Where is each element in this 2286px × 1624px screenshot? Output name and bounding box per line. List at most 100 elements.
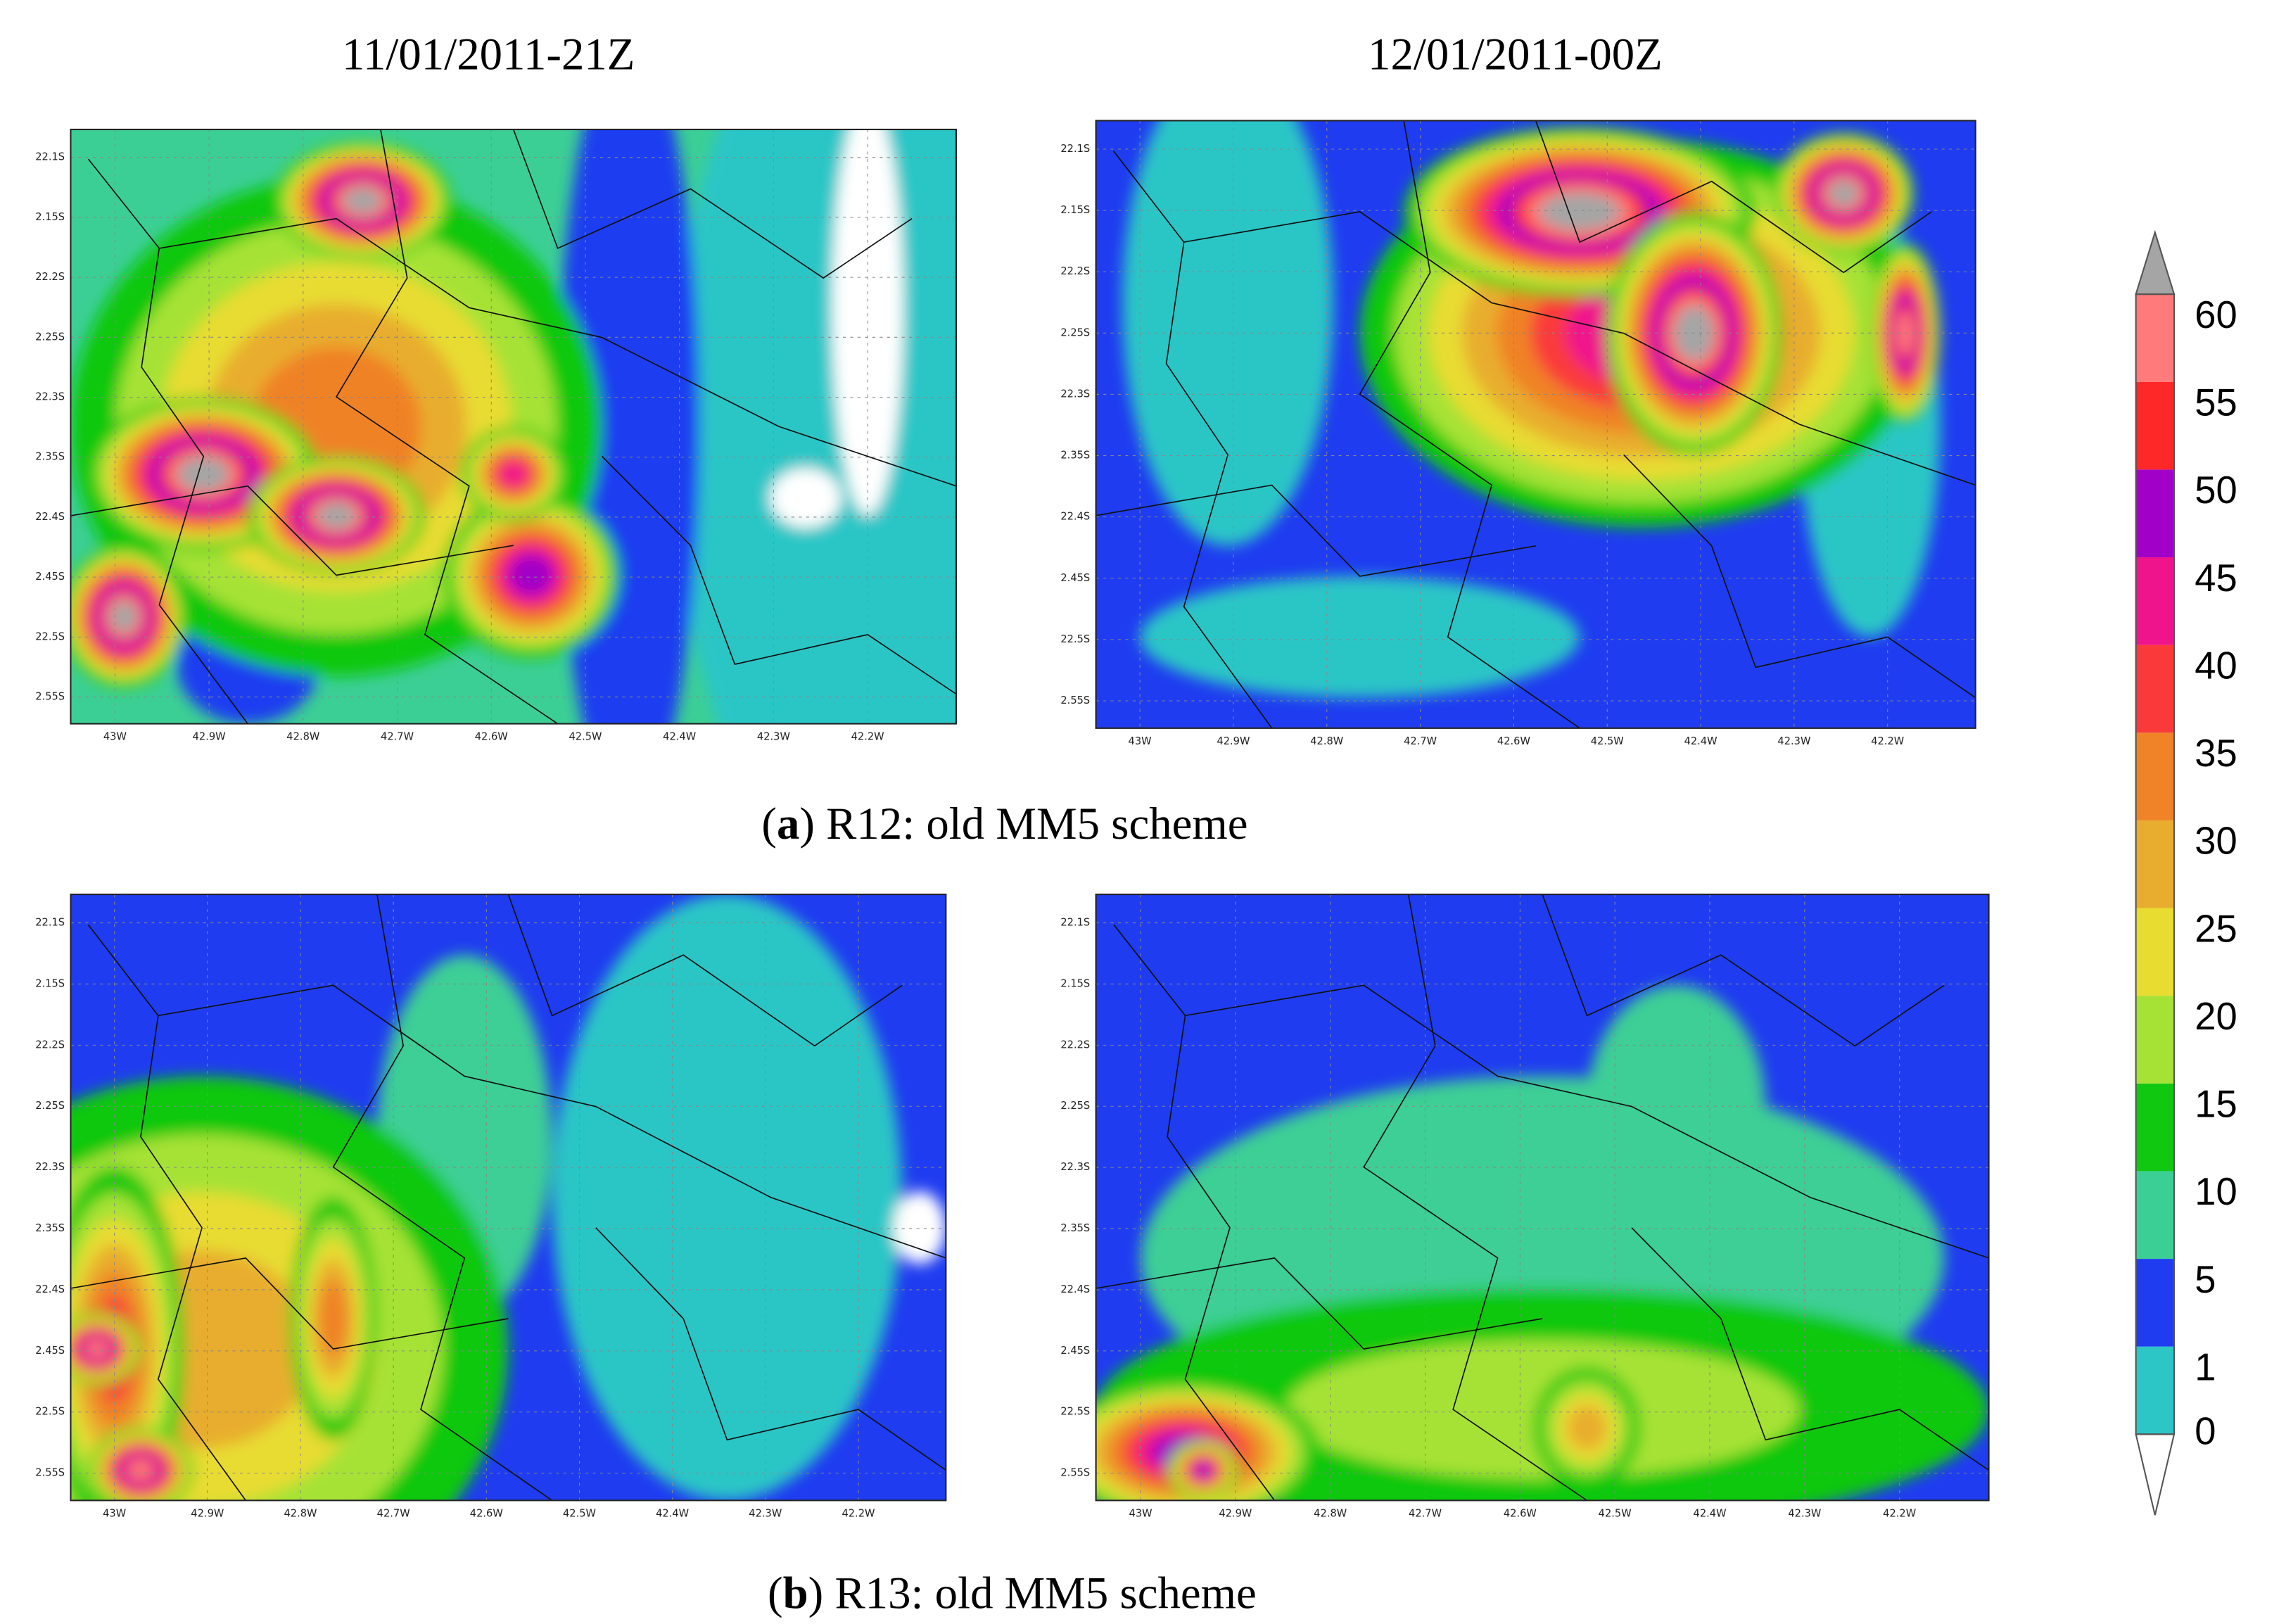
boundary bbox=[87, 158, 248, 724]
contour-region bbox=[1567, 1405, 1607, 1450]
boundary bbox=[1113, 924, 1276, 1501]
lon-tick-label: 42.5W bbox=[563, 1507, 596, 1519]
contour-region bbox=[177, 456, 230, 492]
boundary bbox=[1096, 484, 1536, 577]
lon-tick-label: 42.9W bbox=[193, 731, 226, 743]
lat-tick-label: 22.3S bbox=[1060, 388, 1090, 400]
boundary bbox=[595, 1227, 946, 1471]
caption-part: ) R12: old MM5 scheme bbox=[799, 799, 1247, 849]
lat-tick-label: 2.35S bbox=[1060, 1222, 1090, 1234]
boundary bbox=[507, 894, 903, 1047]
colorbar-label: 15 bbox=[2195, 1083, 2237, 1126]
lat-tick-label: 22.1S bbox=[35, 151, 65, 163]
colorbar-band bbox=[2135, 1346, 2174, 1435]
colorbar-label: 0 bbox=[2195, 1410, 2216, 1453]
field bbox=[70, 129, 956, 724]
lat-tick-label: 22.5S bbox=[1060, 1406, 1090, 1418]
boundary bbox=[1363, 894, 1588, 1501]
colorbar-label: 45 bbox=[2195, 557, 2237, 600]
boundary bbox=[601, 455, 956, 695]
lat-tick-label: 22.2S bbox=[35, 271, 65, 283]
colorbar-band bbox=[2135, 996, 2174, 1084]
map-panel: 22.1S 2.15S 22.2S 2.25S 22.3S 2.35S 22.4S 2.45S… bbox=[1060, 894, 1990, 1519]
lat-tick-label: 22.3S bbox=[1060, 1161, 1090, 1173]
contour-region bbox=[128, 1460, 153, 1480]
lon-tick-label: 43W bbox=[103, 1507, 126, 1519]
lon-tick-label: 42.4W bbox=[1684, 735, 1717, 747]
map-panel: 22.1S 2.15S 22.2S 2.25S 22.3S 2.35S 22.4S 2.45S… bbox=[1060, 120, 1976, 747]
lon-tick-label: 42.3W bbox=[1777, 735, 1810, 747]
panel-frame bbox=[70, 128, 958, 725]
colorbar-band bbox=[2135, 908, 2174, 996]
colorbar-label: 50 bbox=[2195, 469, 2237, 512]
lat-tick-label: 22.4S bbox=[1060, 511, 1090, 523]
colorbar-label: 20 bbox=[2195, 995, 2237, 1038]
contour-region bbox=[770, 468, 842, 528]
lat-tick-label: 2.25S bbox=[35, 1100, 65, 1112]
boundary bbox=[1096, 1257, 1543, 1350]
contour-region bbox=[109, 600, 139, 633]
lon-tick-label: 42.3W bbox=[749, 1507, 782, 1519]
boundary bbox=[1359, 120, 1580, 728]
lon-tick-label: 42.4W bbox=[656, 1507, 689, 1519]
lon-tick-label: 42.3W bbox=[757, 731, 790, 743]
lon-tick-label: 42.8W bbox=[1310, 735, 1343, 747]
colorbar-frame bbox=[2135, 293, 2176, 1435]
colorbar-over bbox=[2135, 229, 2176, 296]
lat-tick-label: 22.3S bbox=[35, 1161, 65, 1173]
caption-part: b bbox=[783, 1568, 808, 1618]
lat-tick-label: 2.15S bbox=[1060, 204, 1090, 216]
contour-region bbox=[1587, 985, 1766, 1228]
colorbar-band bbox=[2135, 732, 2174, 820]
lon-tick-label: 42.7W bbox=[1409, 1507, 1442, 1519]
caption-part: a bbox=[777, 799, 799, 849]
boundary bbox=[87, 924, 246, 1501]
lon-tick-label: 42.2W bbox=[1871, 735, 1904, 747]
lon-tick-label: 42.5W bbox=[1591, 735, 1624, 747]
contours bbox=[70, 129, 956, 724]
colorbar-band bbox=[2135, 1259, 2174, 1347]
lat-tick-label: 2.25S bbox=[1060, 1100, 1090, 1112]
colorbar-band bbox=[2135, 820, 2174, 908]
lon-tick-label: 42.2W bbox=[842, 1507, 875, 1519]
field bbox=[70, 894, 946, 1501]
boundary bbox=[1183, 211, 1976, 486]
lat-tick-label: 22.5S bbox=[1060, 633, 1090, 645]
lat-tick-label: 22.3S bbox=[35, 391, 65, 403]
colorbar-band bbox=[2135, 469, 2174, 558]
lon-tick-label: 43W bbox=[1129, 735, 1152, 747]
colorbar-label: 40 bbox=[2195, 644, 2237, 687]
lat-tick-label: 22.5S bbox=[35, 630, 65, 642]
lon-tick-label: 42.7W bbox=[381, 731, 414, 743]
lat-tick-label: 2.35S bbox=[35, 1222, 65, 1234]
contour-region bbox=[343, 187, 383, 215]
contour-region bbox=[316, 502, 357, 530]
map-panel: 22.1S 2.15S 22.2S 2.25S 22.3S 2.35S 22.4S 2.45S… bbox=[35, 128, 958, 743]
lon-tick-label: 42.6W bbox=[470, 1507, 503, 1519]
boundary bbox=[1112, 151, 1273, 728]
lon-tick-label: 42.9W bbox=[1217, 735, 1250, 747]
contour-region bbox=[87, 1340, 108, 1358]
lat-tick-label: 2.35S bbox=[35, 451, 65, 463]
contour-region bbox=[499, 461, 528, 488]
colorbar-label: 1 bbox=[2195, 1345, 2216, 1388]
lat-tick-label: 22.2S bbox=[35, 1039, 65, 1051]
boundary bbox=[158, 984, 946, 1259]
panel-frame bbox=[70, 894, 947, 1502]
map-panel: 22.1S 2.15S 22.2S 2.25S 22.3S 2.35S 22.4S 2.45S… bbox=[35, 894, 947, 1519]
field bbox=[1096, 894, 1989, 1501]
lon-tick-label: 42.6W bbox=[1504, 1507, 1537, 1519]
lat-tick-label: 2.35S bbox=[1060, 450, 1090, 462]
lon-tick-label: 42.5W bbox=[569, 731, 602, 743]
lat-tick-label: 2.45S bbox=[35, 1345, 65, 1357]
lon-tick-label: 42.4W bbox=[1694, 1507, 1727, 1519]
lat-tick-label: 2.55S bbox=[1060, 694, 1090, 706]
colorbar-label: 35 bbox=[2195, 732, 2237, 775]
boundary bbox=[1185, 984, 1989, 1259]
lat-tick-label: 2.45S bbox=[1060, 1345, 1090, 1357]
colorbar-label: 60 bbox=[2195, 293, 2237, 336]
caption-part: ( bbox=[768, 1568, 783, 1618]
lat-tick-label: 22.2S bbox=[1060, 265, 1090, 277]
